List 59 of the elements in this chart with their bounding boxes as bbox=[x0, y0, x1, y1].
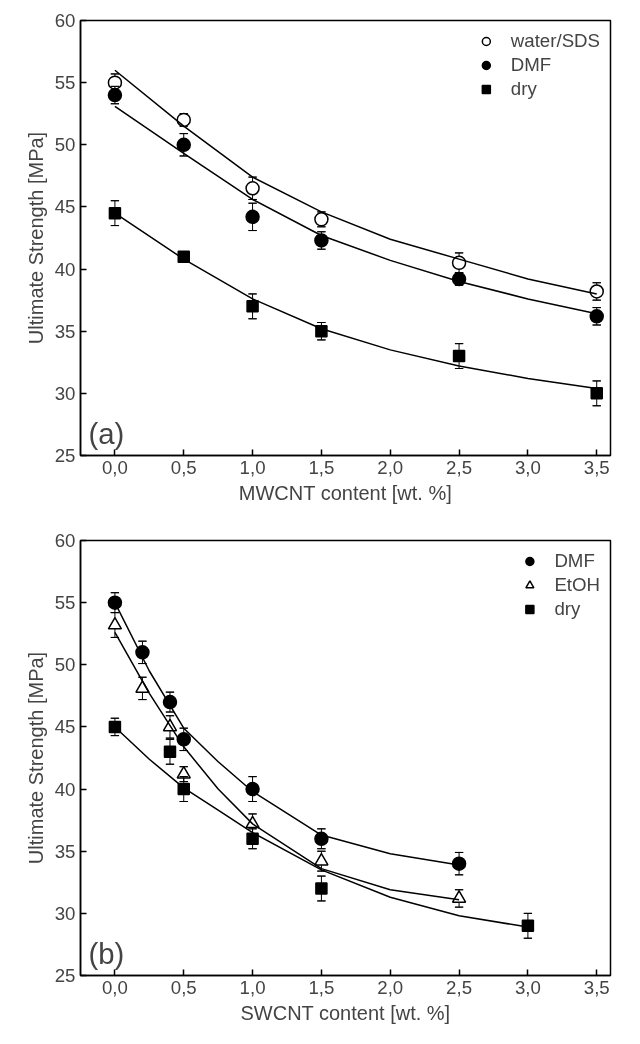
y-axis-title: Ultimate Strength [MPa] bbox=[24, 131, 47, 345]
point bbox=[451, 856, 467, 871]
y-tick-label: 40 bbox=[54, 778, 76, 800]
point bbox=[107, 595, 123, 610]
point bbox=[245, 181, 260, 196]
x-tick-label: 3,0 bbox=[514, 456, 541, 478]
point bbox=[314, 852, 329, 866]
point bbox=[452, 349, 466, 363]
x-tick-label: 2,5 bbox=[446, 456, 473, 478]
point bbox=[246, 832, 259, 846]
x-tick-label: 1,0 bbox=[239, 976, 266, 998]
y-tick-label: 30 bbox=[54, 382, 76, 404]
point bbox=[107, 616, 123, 630]
x-axis-title: MWCNT content [wt. %] bbox=[238, 481, 452, 504]
y-tick-label: 60 bbox=[54, 530, 76, 551]
legend-label: water/SDS bbox=[510, 30, 600, 52]
x-tick-label: 3,0 bbox=[514, 976, 541, 998]
y-tick-label: 25 bbox=[54, 965, 76, 986]
legend-label: dry bbox=[510, 78, 537, 100]
x-axis-title: SWCNT content [wt. %] bbox=[240, 1001, 451, 1024]
x-tick-label: 2,0 bbox=[377, 456, 404, 478]
y-tick-label: 35 bbox=[54, 320, 76, 342]
y-tick-label: 55 bbox=[54, 592, 76, 614]
x-tick-label: 1,5 bbox=[308, 976, 335, 998]
annotation: (a) bbox=[88, 416, 125, 450]
x-tick-label: 2,0 bbox=[377, 976, 404, 998]
point bbox=[246, 300, 259, 313]
point bbox=[176, 137, 191, 153]
x-tick-label: 3,5 bbox=[583, 976, 610, 998]
y-axis-title: Ultimate Strength [MPa] bbox=[24, 651, 47, 865]
point bbox=[451, 890, 467, 903]
y-tick-label: 30 bbox=[54, 902, 76, 924]
point bbox=[177, 250, 190, 263]
annotation: (b) bbox=[88, 936, 125, 970]
x-tick-label: 0,0 bbox=[101, 456, 128, 478]
y-tick-label: 25 bbox=[54, 445, 76, 466]
legend-label: dry bbox=[554, 598, 581, 620]
point bbox=[315, 882, 328, 895]
x-tick-label: 1,5 bbox=[308, 456, 335, 478]
legend-label: DMF bbox=[554, 550, 595, 572]
y-tick-label: 60 bbox=[54, 10, 76, 31]
x-tick-label: 1,0 bbox=[239, 456, 266, 478]
y-tick-label: 50 bbox=[54, 134, 76, 156]
x-tick-label: 2,5 bbox=[446, 976, 473, 998]
legend-label: DMF bbox=[510, 54, 552, 76]
x-tick-label: 0,5 bbox=[170, 456, 197, 478]
point bbox=[163, 745, 177, 759]
legend-label: EtOH bbox=[554, 574, 600, 596]
y-tick-label: 45 bbox=[54, 716, 76, 738]
y-tick-label: 45 bbox=[54, 196, 76, 218]
x-tick-label: 0,5 bbox=[170, 976, 197, 998]
y-tick-label: 35 bbox=[54, 840, 76, 862]
point bbox=[590, 387, 603, 400]
y-tick-label: 55 bbox=[54, 72, 76, 94]
x-tick-label: 3,5 bbox=[583, 456, 610, 478]
y-tick-label: 50 bbox=[54, 654, 76, 676]
x-tick-label: 0,0 bbox=[101, 976, 128, 998]
y-tick-label: 40 bbox=[54, 258, 76, 280]
point bbox=[245, 209, 260, 225]
